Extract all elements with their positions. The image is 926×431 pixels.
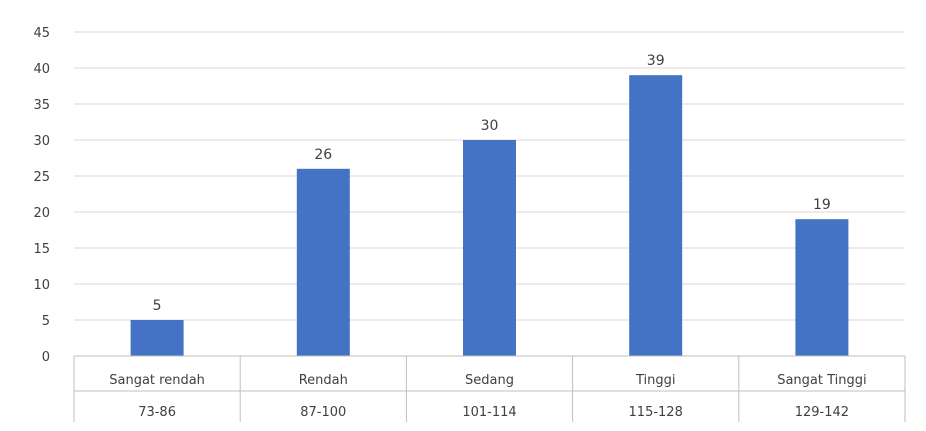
category-label: Sangat rendah [109,373,205,388]
y-tick-label: 15 [33,242,50,257]
bar [130,320,184,356]
category-label: Tinggi [635,373,676,388]
bar [629,75,683,356]
category-range-label: 87-100 [300,405,346,420]
category-range-label: 129-142 [795,405,849,420]
y-tick-label: 0 [42,350,50,365]
y-tick-label: 35 [33,98,50,113]
bar [463,140,516,356]
data-label: 5 [153,298,162,314]
data-label: 26 [314,147,332,163]
data-label: 19 [813,197,831,213]
data-label: 30 [481,118,499,134]
bars [130,75,849,356]
y-tick-label: 30 [33,134,50,149]
bar [795,219,849,356]
data-labels: 5 26 30 39 19 [153,53,831,314]
y-tick-label: 40 [33,62,50,77]
x-axis-category-table: Sangat rendah 73-86 Rendah 87-100 Sedang 101-… [73,355,906,422]
y-tick-label: 25 [33,170,50,185]
data-label: 39 [647,53,665,69]
y-tick-label: 45 [33,26,50,41]
category-range-label: 115-128 [629,405,683,420]
category-label: Sedang [465,373,514,388]
category-label: Sangat Tinggi [777,373,866,388]
category-label: Rendah [299,373,348,388]
y-tick-label: 20 [33,206,50,221]
category-range-label: 73-86 [138,405,176,420]
y-axis-ticks: 0 5 10 15 20 25 30 35 40 45 [33,26,50,365]
bar [296,168,350,356]
y-tick-label: 10 [33,278,50,293]
category-range-label: 101-114 [462,405,516,420]
y-tick-label: 5 [42,314,50,329]
